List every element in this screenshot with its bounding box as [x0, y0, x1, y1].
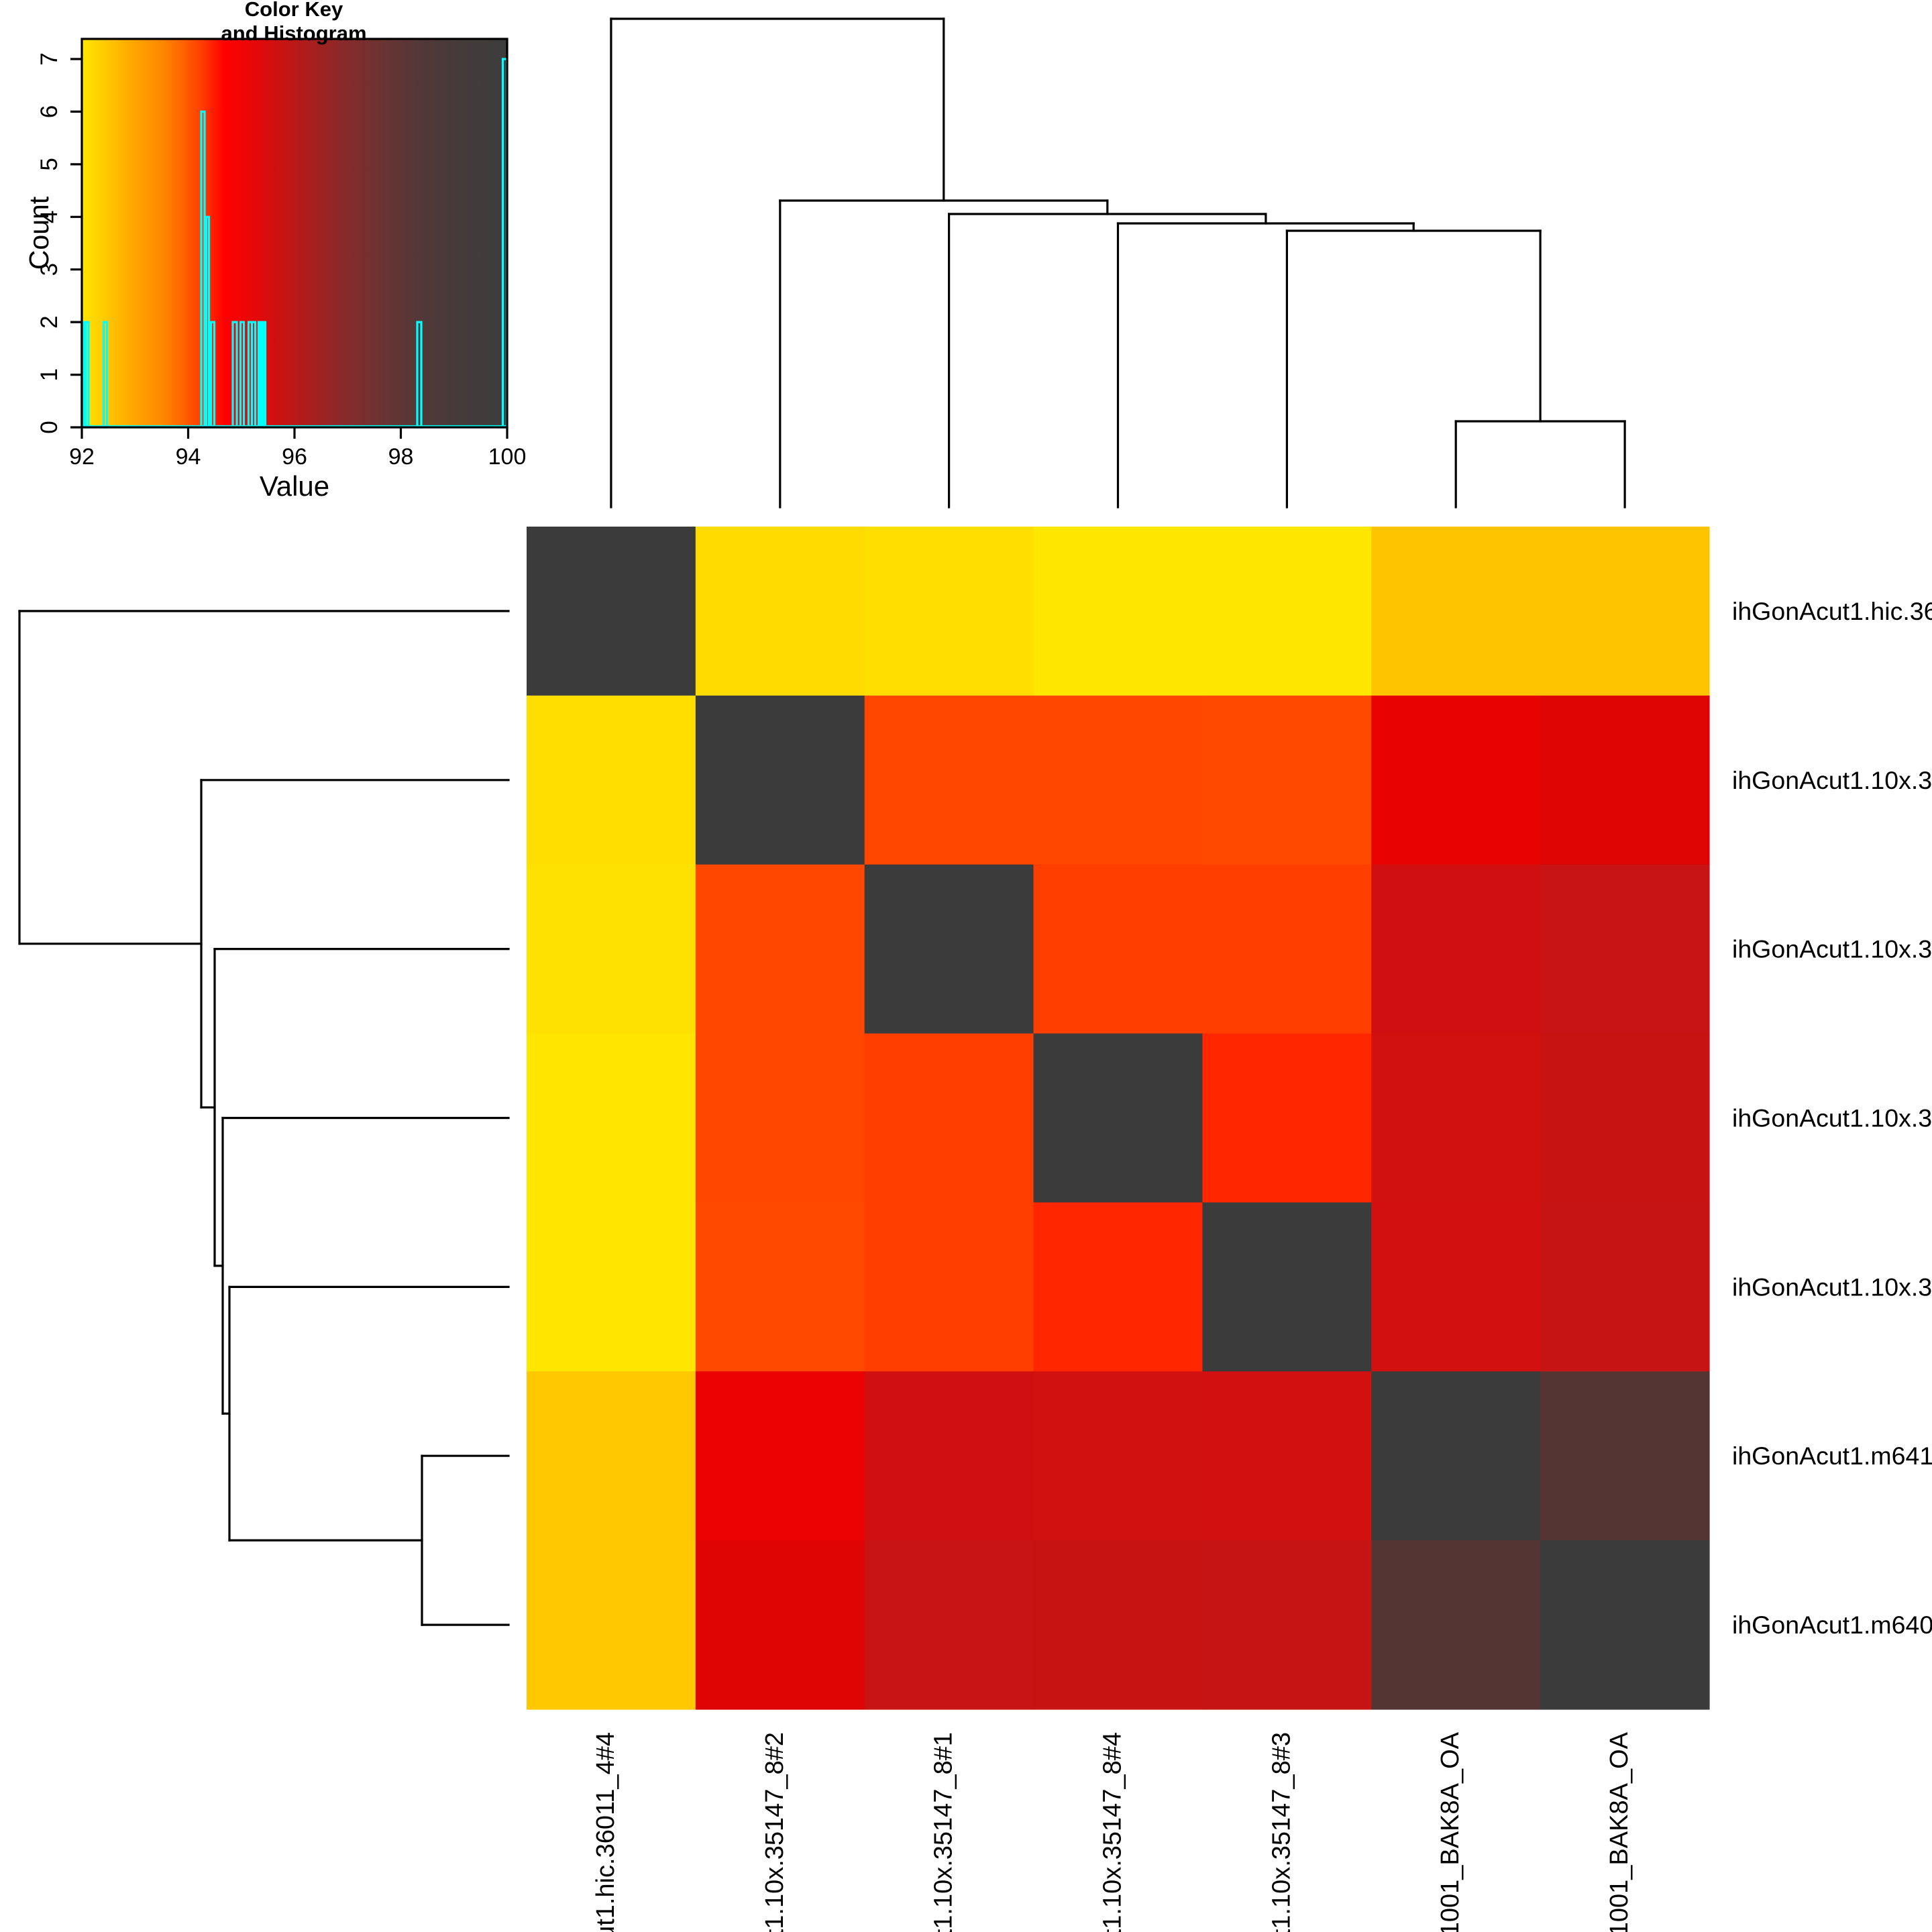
svg-text:94: 94 — [176, 444, 201, 470]
svg-text:ihGonAcut1.hic.36011_4#4: ihGonAcut1.hic.36011_4#4 — [1732, 597, 1932, 625]
svg-text:3: 3 — [36, 263, 62, 276]
svg-text:and Histogram: and Histogram — [221, 21, 366, 45]
svg-text:ihGonAcut1.10x.35147_8#3: ihGonAcut1.10x.35147_8#3 — [1267, 1732, 1295, 1932]
svg-text:ihGonAcut1.m64016e_1001_BAK8A_: ihGonAcut1.m64016e_1001_BAK8A_OA — [1732, 1611, 1932, 1639]
svg-text:5: 5 — [36, 158, 62, 170]
svg-text:0: 0 — [36, 421, 62, 433]
svg-text:Count: Count — [23, 196, 54, 270]
svg-text:ihGonAcut1.10x.35147_8#3: ihGonAcut1.10x.35147_8#3 — [1732, 1273, 1932, 1301]
svg-text:ihGonAcut1.m64016e_1001_BAK8A_: ihGonAcut1.m64016e_1001_BAK8A_OA — [1605, 1731, 1633, 1932]
svg-text:96: 96 — [282, 444, 307, 470]
svg-text:ihGonAcut1.10x.35147_8#1: ihGonAcut1.10x.35147_8#1 — [930, 1732, 958, 1932]
svg-text:Color Key: Color Key — [245, 0, 343, 21]
svg-text:ihGonAcut1.10x.35147_8#4: ihGonAcut1.10x.35147_8#4 — [1732, 1104, 1932, 1132]
svg-text:2: 2 — [36, 315, 62, 328]
svg-text:ihGonAcut1.10x.35147_8#2: ihGonAcut1.10x.35147_8#2 — [1732, 766, 1932, 794]
svg-text:100: 100 — [488, 444, 527, 470]
svg-text:7: 7 — [36, 52, 62, 65]
svg-text:4: 4 — [36, 211, 62, 223]
svg-text:1: 1 — [36, 368, 62, 381]
svg-text:98: 98 — [388, 444, 414, 470]
svg-text:ihGonAcut1.hic.36011_4#4: ihGonAcut1.hic.36011_4#4 — [592, 1732, 620, 1932]
svg-text:ihGonAcut1.10x.35147_8#1: ihGonAcut1.10x.35147_8#1 — [1732, 935, 1932, 963]
svg-text:Value: Value — [260, 470, 329, 502]
svg-text:6: 6 — [36, 105, 62, 118]
svg-text:ihGonAcut1.10x.35147_8#2: ihGonAcut1.10x.35147_8#2 — [761, 1732, 789, 1932]
svg-text:ihGonAcut1.m64178e_1001_BAK8A_: ihGonAcut1.m64178e_1001_BAK8A_OA — [1732, 1442, 1932, 1470]
svg-text:92: 92 — [69, 444, 95, 470]
svg-text:ihGonAcut1.10x.35147_8#4: ihGonAcut1.10x.35147_8#4 — [1099, 1732, 1127, 1932]
svg-text:ihGonAcut1.m64178e_1001_BAK8A_: ihGonAcut1.m64178e_1001_BAK8A_OA — [1436, 1731, 1464, 1932]
